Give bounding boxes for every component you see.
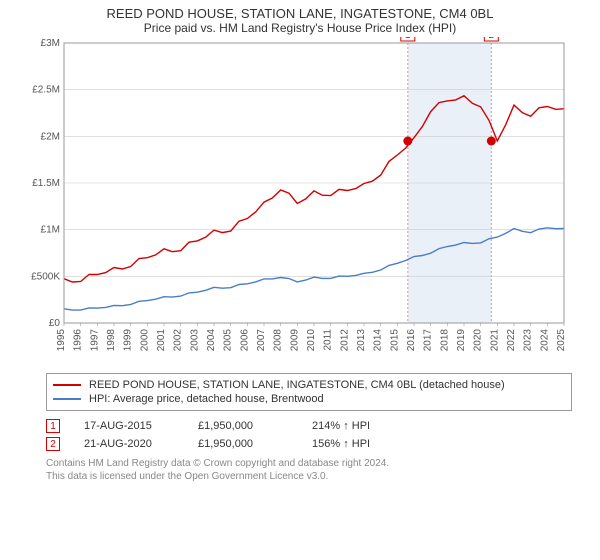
svg-text:1: 1 xyxy=(405,37,411,41)
legend: REED POND HOUSE, STATION LANE, INGATESTO… xyxy=(46,373,572,411)
annotation-marker-2: 2 xyxy=(46,437,60,451)
svg-text:2023: 2023 xyxy=(523,329,534,352)
svg-text:2012: 2012 xyxy=(339,329,350,352)
svg-text:2015: 2015 xyxy=(389,329,400,352)
svg-text:2005: 2005 xyxy=(223,329,234,352)
svg-text:£500K: £500K xyxy=(31,271,60,282)
price-chart: £0 £500K £1M £1.5M £2M £2.5M £3M 1 2 1995 1996 1997… xyxy=(18,37,578,367)
svg-text:2001: 2001 xyxy=(156,329,167,352)
annotation-delta: 156% ↑ HPI xyxy=(312,438,370,450)
svg-text:2024: 2024 xyxy=(539,329,550,352)
svg-text:2010: 2010 xyxy=(306,329,317,352)
svg-text:2009: 2009 xyxy=(289,329,300,352)
svg-text:2000: 2000 xyxy=(139,329,150,352)
svg-text:£3M: £3M xyxy=(41,38,60,49)
svg-text:2007: 2007 xyxy=(256,329,267,352)
annotation-price: £1,950,000 xyxy=(198,438,288,450)
footer: Contains HM Land Registry data © Crown c… xyxy=(46,457,572,483)
annotation-delta: 214% ↑ HPI xyxy=(312,420,370,432)
legend-swatch-red xyxy=(53,384,81,386)
svg-text:2008: 2008 xyxy=(273,329,284,352)
svg-text:£2.5M: £2.5M xyxy=(32,85,60,96)
svg-text:£0: £0 xyxy=(49,318,61,329)
svg-text:2: 2 xyxy=(489,37,495,41)
chart-title: REED POND HOUSE, STATION LANE, INGATESTO… xyxy=(0,0,600,21)
annotation-row: 2 21-AUG-2020 £1,950,000 156% ↑ HPI xyxy=(46,435,572,453)
svg-text:2020: 2020 xyxy=(473,329,484,352)
svg-text:2002: 2002 xyxy=(173,329,184,352)
svg-text:2018: 2018 xyxy=(439,329,450,352)
svg-text:1998: 1998 xyxy=(106,329,117,352)
svg-text:2017: 2017 xyxy=(423,329,434,352)
svg-text:2006: 2006 xyxy=(239,329,250,352)
svg-text:1997: 1997 xyxy=(89,329,100,352)
svg-text:£1.5M: £1.5M xyxy=(32,178,60,189)
chart-subtitle: Price paid vs. HM Land Registry's House … xyxy=(0,21,600,37)
svg-text:2022: 2022 xyxy=(506,329,517,352)
footer-line-2: This data is licensed under the Open Gov… xyxy=(46,470,572,483)
annotation-date: 21-AUG-2020 xyxy=(84,438,174,450)
legend-label-blue: HPI: Average price, detached house, Bren… xyxy=(89,393,324,405)
svg-text:1996: 1996 xyxy=(73,329,84,352)
legend-swatch-blue xyxy=(53,398,81,400)
annotation-date: 17-AUG-2015 xyxy=(84,420,174,432)
svg-text:2011: 2011 xyxy=(323,329,334,351)
annotation-marker-1: 1 xyxy=(46,419,60,433)
legend-item-blue: HPI: Average price, detached house, Bren… xyxy=(53,392,565,406)
svg-text:2019: 2019 xyxy=(456,329,467,352)
legend-label-red: REED POND HOUSE, STATION LANE, INGATESTO… xyxy=(89,379,505,391)
annotation-table: 1 17-AUG-2015 £1,950,000 214% ↑ HPI 2 21… xyxy=(46,417,572,453)
svg-text:2014: 2014 xyxy=(373,329,384,352)
annotation-row: 1 17-AUG-2015 £1,950,000 214% ↑ HPI xyxy=(46,417,572,435)
svg-text:2013: 2013 xyxy=(356,329,367,352)
svg-text:2004: 2004 xyxy=(206,329,217,352)
annotation-price: £1,950,000 xyxy=(198,420,288,432)
svg-text:2025: 2025 xyxy=(556,329,567,352)
svg-text:£2M: £2M xyxy=(41,131,60,142)
svg-text:2016: 2016 xyxy=(406,329,417,352)
svg-text:2021: 2021 xyxy=(489,329,500,352)
legend-item-red: REED POND HOUSE, STATION LANE, INGATESTO… xyxy=(53,378,565,392)
svg-text:1999: 1999 xyxy=(123,329,134,352)
svg-text:£1M: £1M xyxy=(41,225,60,236)
footer-line-1: Contains HM Land Registry data © Crown c… xyxy=(46,457,572,470)
svg-text:1995: 1995 xyxy=(56,329,67,352)
svg-text:2003: 2003 xyxy=(189,329,200,352)
